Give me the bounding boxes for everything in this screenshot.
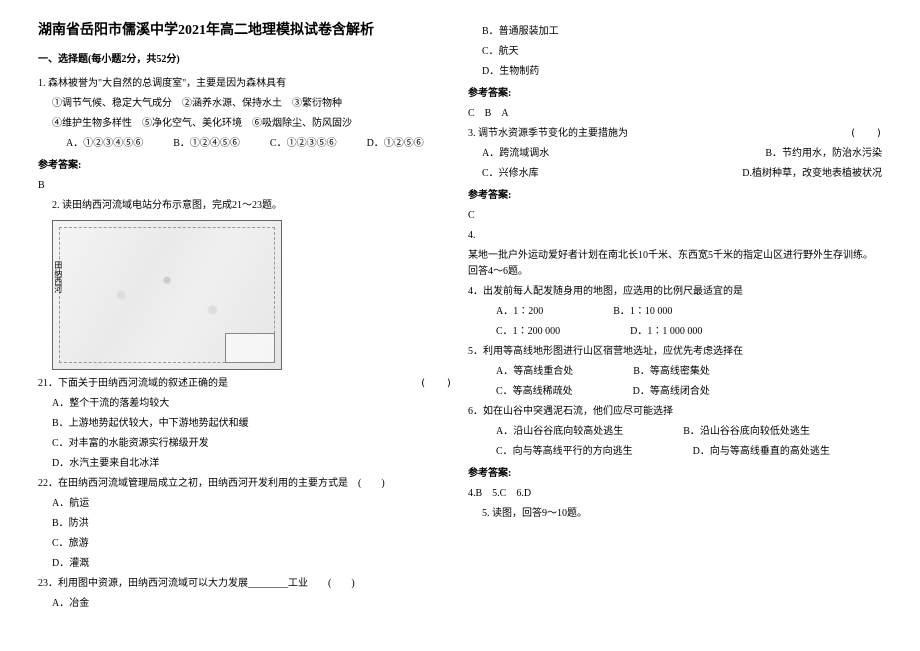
- q4-intro: 某地一批户外运动爱好者计划在南北长10千米、东西宽5千米的指定山区进行野外生存训…: [468, 248, 882, 280]
- q23-stem: 23．利用图中资源，田纳西河流域可以大力发展________工业 ( ): [38, 576, 452, 592]
- q3-stem: 3. 调节水资源季节变化的主要措施为: [468, 126, 628, 142]
- ref-ans-label-2: 参考答案:: [468, 86, 882, 102]
- q5-row2: C．等高线稀疏处 D．等高线闭合处: [496, 384, 882, 400]
- q1-opt-b: B．①②④⑤⑥: [173, 136, 240, 152]
- q5-c: C．等高线稀疏处: [496, 384, 573, 400]
- q5-b: B．等高线密集处: [633, 364, 710, 380]
- q4-d: D．1∶1 000 000: [630, 324, 702, 340]
- q4-stem: 4．出发前每人配发随身用的地图，应选用的比例尺最适宜的是: [468, 284, 882, 300]
- q5-a: A．等高线重合处: [496, 364, 573, 380]
- left-column: 湖南省岳阳市儒溪中学2021年高二地理模拟试卷含解析 一、选择题(每小题2分，共…: [30, 20, 460, 631]
- q5-d: D．等高线闭合处: [633, 384, 710, 400]
- q22-c: C．旅游: [38, 536, 452, 552]
- q23-d: D．生物制药: [468, 64, 882, 80]
- q3-b: B．节约用水，防治水污染: [765, 146, 882, 162]
- q3-row2: C．兴修水库 D.植树种草，改变地表植被状况: [468, 166, 882, 182]
- q4-head: 4.: [468, 228, 882, 244]
- q1-options: A．①②③④⑤⑥ B．①②④⑤⑥ C．①②③⑤⑥ D．①②⑤⑥: [66, 136, 452, 152]
- q21-d: D．水汽主要来自北冰洋: [38, 456, 452, 472]
- q1-conds2: ④维护生物多样性 ⑤净化空气、美化环境 ⑥吸烟除尘、防风固沙: [38, 116, 452, 132]
- q21-b: B．上游地势起伏较大，中下游地势起伏和缓: [38, 416, 452, 432]
- q23-b: B．普通服装加工: [468, 24, 882, 40]
- exam-title: 湖南省岳阳市儒溪中学2021年高二地理模拟试卷含解析: [38, 20, 452, 42]
- q3-paren: ( ): [850, 126, 882, 142]
- q5-tail: 5. 读图，回答9～10题。: [468, 506, 882, 522]
- ref-ans-label-1: 参考答案:: [38, 158, 452, 174]
- q456-answer: 4.B 5.C 6.D: [468, 486, 882, 502]
- q6-d: D．向与等高线垂直的高处逃生: [693, 444, 830, 460]
- q21-paren: ( ): [420, 376, 452, 392]
- q1-opt-d: D．①②⑤⑥: [367, 136, 424, 152]
- right-column: B．普通服装加工 C．航天 D．生物制药 参考答案: C B A 3. 调节水资…: [460, 20, 890, 631]
- map-left-label: 田纳西河: [51, 261, 64, 293]
- q3-a: A．跨流域调水: [482, 146, 549, 162]
- q23-a: A．冶金: [38, 596, 452, 612]
- ref-ans-label-4: 参考答案:: [468, 466, 882, 482]
- q3-stem-row: 3. 调节水资源季节变化的主要措施为 ( ): [468, 126, 882, 142]
- q21-stem-row: 21．下面关于田纳西河流域的叙述正确的是 ( ): [38, 376, 452, 392]
- q22-d: D．灌溉: [38, 556, 452, 572]
- q6-row2: C．向与等高线平行的方向逃生 D．向与等高线垂直的高处逃生: [496, 444, 882, 460]
- q22-b: B．防洪: [38, 516, 452, 532]
- q4-row1: A．1∶200 B．1∶10 000: [496, 304, 882, 320]
- q2-answer: C B A: [468, 106, 882, 122]
- q1-opt-c: C．①②③⑤⑥: [270, 136, 337, 152]
- q6-c: C．向与等高线平行的方向逃生: [496, 444, 633, 460]
- q5-stem: 5．利用等高线地形图进行山区宿营地选址，应优先考虑选择在: [468, 344, 882, 360]
- q1-stem: 1. 森林被誉为"大自然的总调度室"，主要是因为森林具有: [38, 76, 452, 92]
- ref-ans-label-3: 参考答案:: [468, 188, 882, 204]
- q22-a: A．航运: [38, 496, 452, 512]
- q6-a: A．沿山谷谷底向较高处逃生: [496, 424, 623, 440]
- q3-row1: A．跨流域调水 B．节约用水，防治水污染: [468, 146, 882, 162]
- q1-opt-a: A．①②③④⑤⑥: [66, 136, 143, 152]
- q4-a: A．1∶200: [496, 304, 543, 320]
- q21-a: A．整个干流的落差均较大: [38, 396, 452, 412]
- q6-row1: A．沿山谷谷底向较高处逃生 B．沿山谷谷底向较低处逃生: [496, 424, 882, 440]
- q5-row1: A．等高线重合处 B．等高线密集处: [496, 364, 882, 380]
- tennessee-map: 田纳西河: [52, 220, 282, 370]
- q3-d: D.植树种草，改变地表植被状况: [742, 166, 882, 182]
- section-heading: 一、选择题(每小题2分，共52分): [38, 52, 452, 68]
- q3-c: C．兴修水库: [482, 166, 539, 182]
- q1-conds1: ①调节气候、稳定大气成分 ②涵养水源、保持水土 ③繁衍物种: [38, 96, 452, 112]
- q4-row2: C．1∶200 000 D．1∶1 000 000: [496, 324, 882, 340]
- q6-b: B．沿山谷谷底向较低处逃生: [683, 424, 810, 440]
- q23-c: C．航天: [468, 44, 882, 60]
- q1-answer: B: [38, 178, 452, 194]
- q6-stem: 6．如在山谷中突遇泥石流，他们应尽可能选择: [468, 404, 882, 420]
- q2-intro: 2. 读田纳西河流域电站分布示意图，完成21～23题。: [38, 198, 452, 214]
- q3-answer: C: [468, 208, 882, 224]
- q21-c: C．对丰富的水能资源实行梯级开发: [38, 436, 452, 452]
- q21-stem: 21．下面关于田纳西河流域的叙述正确的是: [38, 376, 228, 392]
- q4-b: B．1∶10 000: [613, 304, 672, 320]
- q22-stem: 22．在田纳西河流域管理局成立之初，田纳西河开发利用的主要方式是 ( ): [38, 476, 452, 492]
- q4-c: C．1∶200 000: [496, 324, 560, 340]
